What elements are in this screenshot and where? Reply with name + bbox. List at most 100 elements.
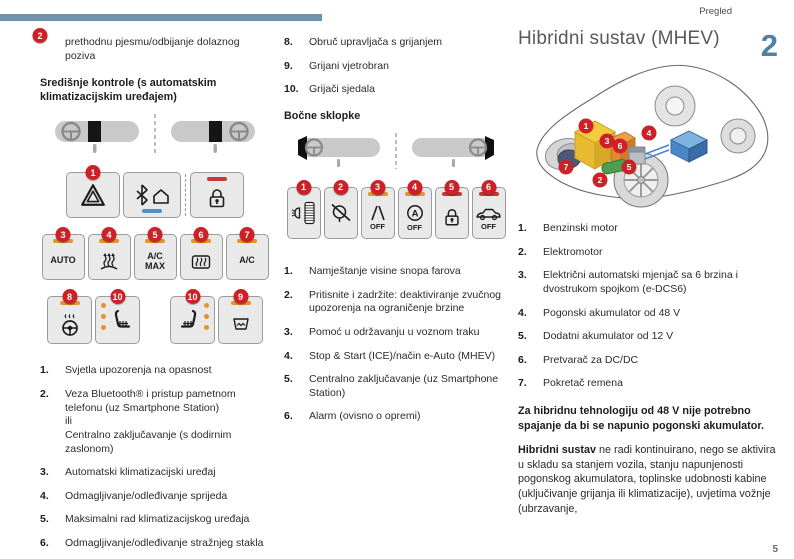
svg-text:5: 5	[627, 162, 632, 172]
heated-windshield-button: 9	[218, 289, 263, 345]
list-item: 2. Elektromotor	[518, 246, 780, 260]
list-item: 2. Pritisnite i zadržite: deaktiviranje z…	[284, 289, 508, 316]
list-item-text: Pogonski akumulator od 48 V	[543, 306, 681, 319]
callout-badge: 6	[481, 179, 496, 195]
list-item: 5. Maksimalni rad klimatizacijskog uređaj…	[40, 513, 270, 527]
page-number: 5	[772, 544, 778, 555]
list-item-number: 10.	[284, 83, 299, 96]
lock-icon	[444, 208, 459, 226]
lane-assist-icon	[370, 206, 385, 221]
side-switches-heading: Bočne sklopke	[284, 109, 361, 122]
top-legend: 8. Obruč upravljača s grijanjem 9. Grijani…	[284, 36, 508, 97]
callout-badge: 5	[444, 179, 459, 195]
list-item-number: 5.	[518, 330, 527, 343]
front-defrost-button: 4	[87, 227, 131, 281]
body-paragraph: Hibridni sustav ne radi kontinuirano, ne…	[518, 443, 780, 516]
list-item: 3. Automatski klimatizacijski uređaj	[40, 466, 270, 480]
callout-badge: 3	[599, 133, 615, 149]
list-item-number: 6.	[518, 353, 527, 366]
list-item-number: 3.	[40, 466, 49, 479]
front-defrost-icon	[100, 253, 118, 270]
ac-max-button: 5 A/C MAX	[133, 227, 177, 281]
list-item: 4. Odmagljivanje/odleđivanje sprijeda	[40, 490, 270, 504]
callout-badge: 3	[55, 227, 71, 243]
paragraph-lead: Hibridni sustav	[518, 444, 596, 457]
bluetooth-icon	[136, 184, 148, 206]
list-item-text: Elektromotor	[543, 245, 603, 258]
rear-defrost-icon	[191, 255, 211, 269]
callout-badge: 3	[370, 179, 385, 195]
callout-badge: 5	[621, 159, 637, 175]
heated-steering-wheel-icon	[61, 313, 78, 336]
list-item-number: 5.	[40, 513, 49, 526]
indicator-bar	[207, 177, 227, 182]
alarm-off-button: 6 OFF	[471, 179, 506, 239]
battery-cables	[644, 144, 670, 160]
list-item-text: Pomoć u održavanju u voznom traku	[309, 325, 480, 338]
stop-start-icon: A	[406, 205, 423, 221]
paragraph-text: ne radi kontinuirano, nego se aktivira u…	[518, 444, 776, 515]
list-item-text: Svjetla upozorenja na opasnost	[65, 364, 212, 377]
continuation-text: prethodnu pjesmu/odbijanje dolaznog pozi…	[65, 36, 240, 62]
dashboard-silhouette-figure	[298, 132, 494, 169]
list-item: 3. Pomoć u održavanju u voznom traku	[284, 326, 508, 340]
list-item-text: Stop & Start (ICE)/način e-Auto (MHEV)	[309, 349, 496, 362]
max-label: MAX	[145, 261, 165, 272]
bluetooth-home-icons	[136, 184, 169, 206]
list-item: 2. Veza Bluetooth® i pristup pametnom tel…	[40, 388, 270, 456]
lane-assist-off-button: 3 OFF	[360, 179, 395, 239]
headlight-dial-button: 1	[286, 179, 321, 239]
list-item-text: Automatski klimatizacijski uređaj	[65, 466, 216, 479]
callout-badge: 2	[333, 179, 348, 195]
important-note: Za hibridnu tehnologiju od 48 V nije pot…	[518, 405, 764, 432]
list-item: 10. Grijači sjedala	[284, 83, 508, 97]
list-item: 1. Svjetla upozorenja na opasnost	[40, 364, 270, 378]
list-item-text: Pritisnite i zadržite: deaktiviranje zvu…	[309, 288, 502, 315]
auto-label: AUTO	[50, 255, 76, 266]
list-item-number: 2.	[40, 387, 49, 400]
list-item-number: 1.	[40, 364, 49, 377]
chapter-number: 2	[760, 28, 778, 63]
list-item-text: Pokretač remena	[543, 377, 623, 390]
central-locking-button: 5	[434, 179, 469, 239]
list-item-text: Pretvarač za DC/DC	[543, 353, 639, 366]
wheel	[720, 118, 756, 154]
button-divider: 2	[32, 28, 186, 217]
page-title: Hibridni sustav (MHEV)	[518, 28, 720, 49]
heated-windshield-icon	[232, 318, 249, 331]
callout-badge: 10	[110, 289, 125, 305]
list-item-number: 3.	[284, 325, 293, 338]
list-item-number: 5.	[284, 373, 293, 386]
list-item-text: Centralno zaključavanje (uz Smartphone S…	[309, 373, 499, 399]
bluetooth-smartphone-button	[123, 172, 181, 219]
section-label: Pregled	[699, 6, 732, 17]
seat-heat-level-dots	[204, 303, 209, 331]
central-buttons-row-2: 3 AUTO 4 5 A/C MAX 6	[40, 227, 270, 281]
48v-battery-component	[669, 130, 709, 163]
callout-badge: 4	[407, 179, 422, 195]
callout-badge: 2	[32, 28, 48, 43]
list-item: 6. Alarm (ovisno o opremi)	[284, 410, 508, 424]
list-item-text: Odmagljivanje/odleđivanje stražnjeg stak…	[65, 537, 264, 550]
svg-text:A: A	[411, 208, 418, 219]
central-locking-button	[190, 172, 244, 219]
heated-seat-left-button: 10	[95, 289, 140, 345]
heated-steering-wheel-button: 8	[47, 289, 92, 345]
list-item: 7. Pokretač remena	[518, 377, 780, 391]
list-item-text: Alarm (ovisno o opremi)	[309, 410, 421, 423]
list-item: 6. Pretvarač za DC/DC	[518, 354, 780, 368]
svg-text:4: 4	[647, 128, 652, 138]
callout-badge: 6	[612, 138, 628, 154]
list-item-number: 1.	[518, 222, 527, 234]
hybrid-system-figure: 1 2 3 4 5 6 7	[536, 64, 769, 208]
list-item-text: Električni automatski mjenjač sa 6 brzin…	[543, 269, 738, 295]
side-switches-legend: 1. Namještanje visine snopa farova 2. Prit…	[284, 265, 508, 424]
middle-column: 8. Obruč upravljača s grijanjem 9. Grijani…	[284, 36, 508, 424]
list-item-text: Odmagljivanje/odleđivanje sprijeda	[65, 489, 228, 502]
callout-badge: 1	[85, 165, 101, 181]
left-column: prethodnu pjesmu/odbijanje dolaznog pozi…	[32, 28, 270, 559]
list-item-number: 6.	[284, 410, 293, 423]
callout-badge: 1	[296, 179, 311, 195]
callout-badge: 6	[193, 227, 209, 243]
